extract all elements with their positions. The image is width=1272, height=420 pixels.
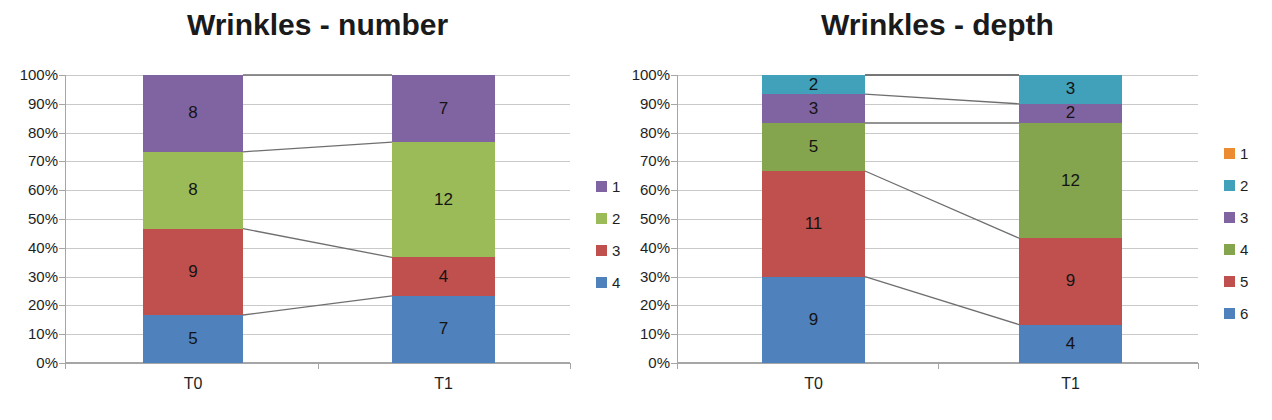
bar-value-label: 2 (762, 75, 865, 95)
bar-value-label: 4 (1019, 334, 1122, 354)
x-axis-tick (677, 363, 678, 369)
legend-swatch-icon (1224, 244, 1235, 255)
x-axis-tick (65, 363, 66, 369)
y-tick-label: 20% (0, 296, 58, 314)
x-axis-tick (570, 363, 571, 369)
bar-value-label: 9 (762, 310, 865, 330)
legend-label: 5 (1240, 273, 1248, 291)
legend-label: 4 (1240, 241, 1248, 259)
bar-value-label: 8 (143, 103, 243, 123)
legend-label: 2 (1240, 177, 1248, 195)
y-tick-label: 80% (0, 124, 58, 142)
y-tick-label: 40% (0, 239, 58, 257)
series-connector-line (243, 142, 392, 152)
y-tick-label: 60% (0, 181, 58, 199)
legend-swatch-icon (1224, 148, 1235, 159)
legend-label: 6 (1240, 305, 1248, 323)
legend-swatch-icon (1224, 308, 1235, 319)
legend-swatch-icon (1224, 276, 1235, 287)
y-axis-line (677, 75, 678, 363)
y-tick-label: 100% (0, 66, 58, 84)
category-label: T0 (779, 375, 849, 393)
bar-value-label: 12 (392, 190, 495, 210)
y-tick-label: 30% (608, 268, 670, 286)
y-tick-label: 30% (0, 268, 58, 286)
bar-value-label: 8 (143, 180, 243, 200)
y-tick-label: 100% (608, 66, 670, 84)
bar-value-label: 9 (143, 262, 243, 282)
y-tick-label: 50% (608, 210, 670, 228)
x-axis-tick (1198, 363, 1199, 369)
y-tick-label: 0% (608, 354, 670, 372)
series-connector-line (243, 229, 392, 258)
x-axis-tick (938, 363, 939, 369)
dual-chart-figure: Wrinkles - number 100%90%80%70%60%50%40%… (0, 0, 1272, 420)
bar-value-label: 5 (143, 329, 243, 349)
bar-value-label: 3 (762, 99, 865, 119)
chart-title: Wrinkles - number (65, 8, 570, 41)
bar-value-label: 2 (1019, 103, 1122, 123)
bar-value-label: 3 (1019, 79, 1122, 99)
legend-label: 3 (1240, 209, 1248, 227)
y-axis-line (65, 75, 66, 363)
bar-value-label: 7 (392, 319, 495, 339)
legend-swatch-icon (1224, 180, 1235, 191)
category-label: T1 (409, 375, 479, 393)
legend-swatch-icon (596, 277, 607, 288)
series-connector-line (865, 171, 1019, 238)
legend-swatch-icon (1224, 212, 1235, 223)
bar-value-label: 5 (762, 137, 865, 157)
y-tick-label: 90% (608, 95, 670, 113)
bar-value-label: 7 (392, 99, 495, 119)
chart-title: Wrinkles - depth (677, 8, 1198, 41)
bar-value-label: 11 (762, 214, 865, 234)
bar-value-label: 4 (392, 267, 495, 287)
series-connector-line (865, 94, 1019, 104)
y-tick-label: 10% (608, 325, 670, 343)
series-connector-line (865, 277, 1019, 325)
y-tick-label: 70% (0, 152, 58, 170)
y-tick-label: 90% (0, 95, 58, 113)
bar-value-label: 9 (1019, 271, 1122, 291)
legend-swatch-icon (596, 181, 607, 192)
y-tick-label: 20% (608, 296, 670, 314)
y-tick-label: 50% (0, 210, 58, 228)
y-tick-label: 40% (608, 239, 670, 257)
y-tick-label: 10% (0, 325, 58, 343)
y-tick-label: 80% (608, 124, 670, 142)
category-label: T1 (1036, 375, 1106, 393)
y-tick-label: 0% (0, 354, 58, 372)
y-tick-label: 60% (608, 181, 670, 199)
x-axis-tick (318, 363, 319, 369)
legend-label: 1 (1240, 145, 1248, 163)
y-tick-label: 70% (608, 152, 670, 170)
category-label: T0 (158, 375, 228, 393)
legend-swatch-icon (596, 245, 607, 256)
legend-swatch-icon (596, 213, 607, 224)
bar-value-label: 12 (1019, 171, 1122, 191)
